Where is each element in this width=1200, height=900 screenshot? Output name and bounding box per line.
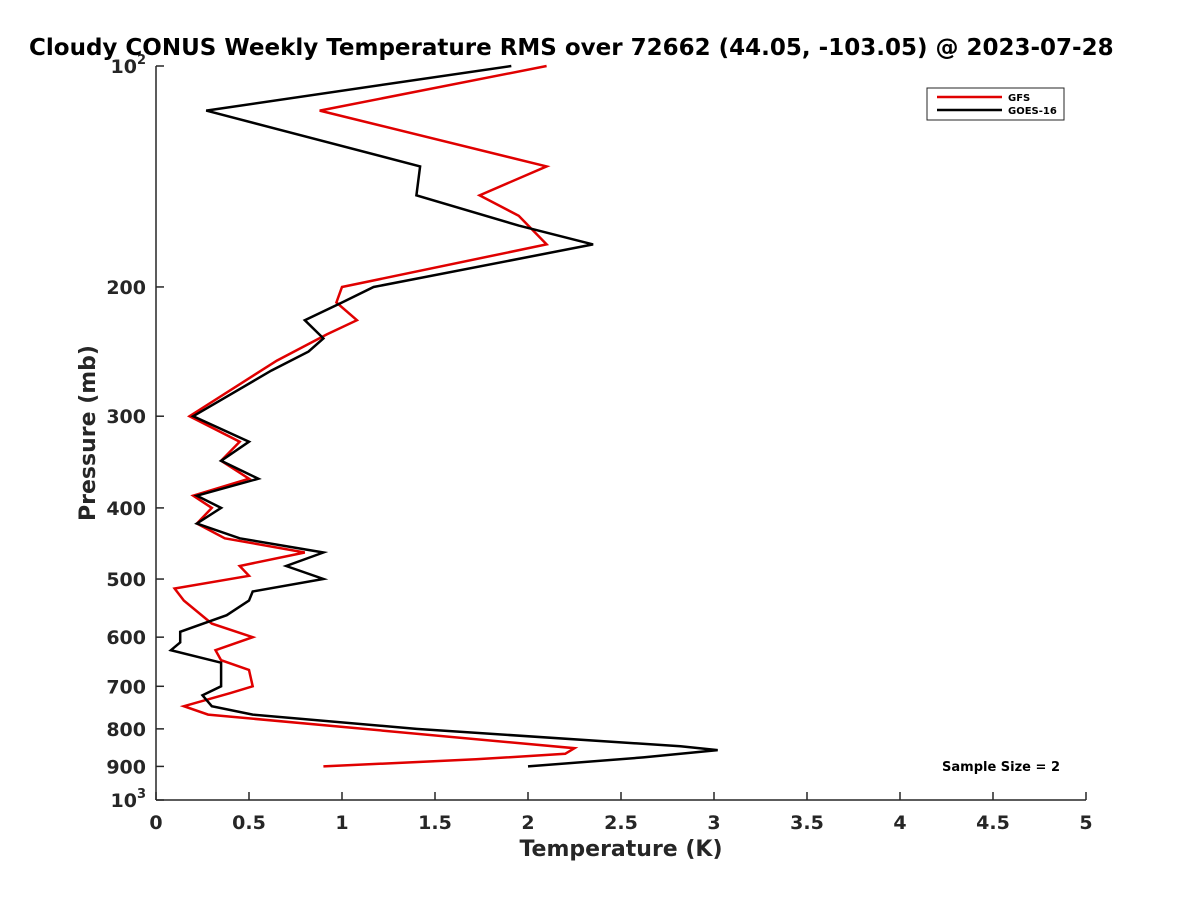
y-tick-label-base: 10 xyxy=(111,790,137,812)
x-tick-label: 0.5 xyxy=(232,812,266,834)
legend-box xyxy=(926,87,1065,121)
x-tick-label: 1 xyxy=(335,812,348,834)
y-tick-label-exponent: 3 xyxy=(137,787,146,802)
series-layer xyxy=(168,64,718,768)
x-tick-label: 2.5 xyxy=(604,812,638,834)
x-axis-label: Temperature (K) xyxy=(519,837,722,862)
x-tick-label: 1.5 xyxy=(418,812,452,834)
chart-title: Cloudy CONUS Weekly Temperature RMS over… xyxy=(29,35,1114,61)
legend-label: GFS xyxy=(1008,93,1030,104)
series-line-goes-16 xyxy=(168,64,718,768)
y-tick-label: 800 xyxy=(106,719,146,741)
series-line-gfs xyxy=(172,64,579,768)
y-tick-label: 900 xyxy=(106,756,146,778)
x-tick-label: 4 xyxy=(893,812,906,834)
legend: GFS GOES-16 xyxy=(926,87,1065,121)
sample-size-annotation: Sample Size = 2 xyxy=(942,760,1060,775)
y-tick-label: 400 xyxy=(106,498,146,520)
y-tick-label: 600 xyxy=(106,627,146,649)
y-tick-label: 103 xyxy=(111,787,147,812)
y-tick-label-exponent: 2 xyxy=(137,53,146,68)
y-tick-label: 102 xyxy=(111,53,147,78)
x-tick-label: 3 xyxy=(707,812,720,834)
x-tick-label: 4.5 xyxy=(976,812,1010,834)
legend-label: GOES-16 xyxy=(1008,106,1057,117)
x-tick-label: 3.5 xyxy=(790,812,824,834)
y-tick-label: 300 xyxy=(106,406,146,428)
y-tick-label: 200 xyxy=(106,277,146,299)
x-ticks: 0 0.5 1 1.5 2 2.5 3 3.5 4 4.5 5 xyxy=(149,792,1093,834)
x-tick-label: 0 xyxy=(149,812,162,834)
y-tick-label: 700 xyxy=(106,676,146,698)
y-tick-label: 500 xyxy=(106,569,146,591)
y-axis-label: Pressure (mb) xyxy=(76,345,101,521)
x-tick-label: 5 xyxy=(1079,812,1092,834)
y-tick-label-base: 10 xyxy=(111,56,137,78)
x-tick-label: 2 xyxy=(521,812,534,834)
